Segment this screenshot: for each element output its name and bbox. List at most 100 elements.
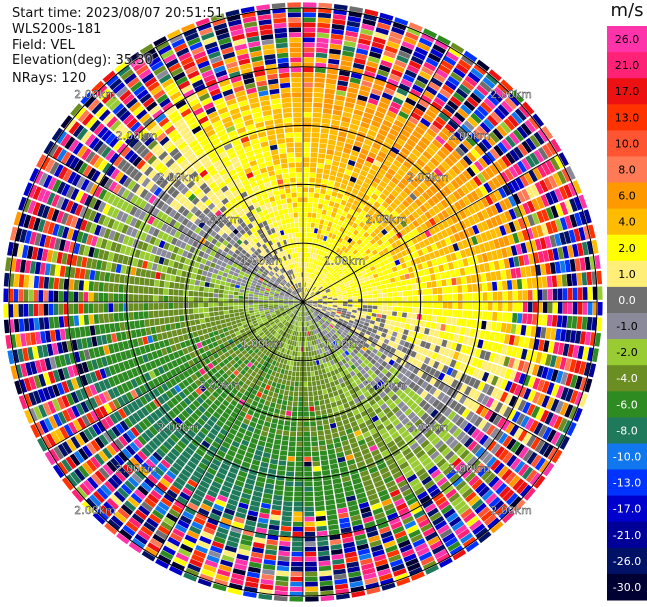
velocity-gate [278,550,290,557]
velocity-gate [275,575,289,582]
velocity-gate [316,385,322,391]
velocity-gate [376,22,391,31]
velocity-gate [460,123,472,135]
velocity-gate [547,288,553,301]
velocity-gate [317,295,322,298]
velocity-gate [406,138,417,148]
velocity-gate [539,179,549,193]
velocity-gate [366,102,377,111]
velocity-gate [389,261,396,268]
velocity-gate [307,252,311,258]
velocity-gate [427,236,435,245]
velocity-gate [512,129,524,142]
velocity-gate [386,40,400,50]
velocity-gate [362,182,370,189]
velocity-gate [367,56,380,64]
velocity-gate [384,172,393,180]
velocity-gate [387,288,392,293]
velocity-gate [407,330,414,337]
velocity-gate [336,311,342,314]
velocity-gate [304,272,306,278]
velocity-gate [332,280,338,285]
velocity-gate [412,51,426,61]
velocity-gate [345,97,356,104]
velocity-gate [466,96,479,108]
velocity-gate [334,99,345,107]
velocity-gate [517,143,528,156]
velocity-gate [368,168,377,176]
velocity-gate [331,553,344,560]
velocity-gate [328,392,334,398]
velocity-gate [330,256,335,262]
velocity-gate [388,229,396,237]
velocity-gate [435,241,443,249]
velocity-gate [326,509,337,516]
velocity-gate [487,311,493,321]
velocity-gate [308,386,313,392]
velocity-gate [319,287,324,291]
velocity-gate [294,386,299,392]
velocity-gate [350,240,356,246]
velocity-gate [343,235,350,241]
velocity-gate [453,334,460,343]
velocity-gate [430,243,438,251]
velocity-gate [563,230,572,244]
velocity-gate [497,291,503,301]
velocity-gate [445,51,459,62]
velocity-gate [307,207,313,213]
velocity-gate [578,194,588,209]
velocity-gate [364,8,379,17]
velocity-gate [592,348,599,363]
velocity-gate [513,146,524,159]
velocity-gate [481,209,490,220]
velocity-gate [406,183,415,192]
velocity-gate [378,250,385,257]
velocity-gate [577,287,583,300]
velocity-gate [291,376,296,382]
velocity-gate [311,132,320,138]
velocity-gate [449,325,456,333]
velocity-gate [297,421,303,427]
velocity-gate [448,46,462,58]
velocity-gate [564,358,572,372]
velocity-gate [361,251,368,258]
velocity-gate [422,289,428,295]
velocity-gate [337,231,343,237]
velocity-gate [324,429,331,435]
velocity-gate [306,237,310,243]
velocity-gate [353,183,361,191]
velocity-gate [325,382,331,389]
velocity-gate [420,214,428,223]
velocity-gate [320,133,329,139]
velocity-gate [373,176,381,184]
velocity-gate [459,267,466,276]
velocity-gate [303,157,310,163]
velocity-gate [338,75,350,82]
velocity-gate [367,294,373,299]
velocity-gate [346,250,352,256]
velocity-gate [321,178,328,185]
velocity-gate [380,124,391,133]
velocity-gate [450,214,458,224]
velocity-gate [347,291,352,295]
velocity-gate [331,278,337,283]
velocity-gate [576,242,584,257]
velocity-gate [510,245,518,256]
velocity-gate [393,326,400,333]
velocity-gate [479,330,486,340]
velocity-gate [382,119,393,128]
velocity-gate [315,410,321,416]
velocity-gate [460,184,470,195]
velocity-gate [303,17,316,23]
velocity-gate [366,235,373,242]
velocity-gate [312,296,317,299]
velocity-gate [324,231,330,237]
velocity-gate [396,87,408,97]
velocity-gate [562,288,568,301]
velocity-gate [373,220,380,228]
velocity-gate [451,317,457,326]
velocity-gate [315,360,320,366]
velocity-gate [332,240,338,246]
velocity-gate [478,243,486,253]
velocity-gate [318,224,323,230]
